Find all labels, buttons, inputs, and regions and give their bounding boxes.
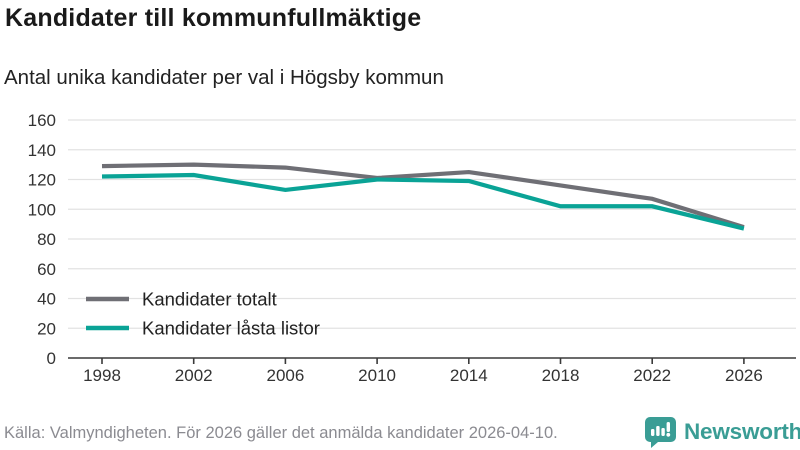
x-tick-label: 2002 xyxy=(175,366,213,385)
x-tick-label: 2018 xyxy=(542,366,580,385)
chart-title: Kandidater till kommunfullmäktige xyxy=(5,4,422,32)
x-tick-label: 2014 xyxy=(450,366,488,385)
y-tick-label: 40 xyxy=(37,290,56,309)
chart-subtitle: Antal unika kandidater per val i Högsby … xyxy=(4,66,444,89)
y-tick-label: 0 xyxy=(47,349,56,368)
y-tick-label: 160 xyxy=(28,111,56,130)
x-tick-label: 2022 xyxy=(633,366,671,385)
y-axis-labels: 0 20 40 60 80 100 120 140 160 xyxy=(28,111,56,368)
series-line-0 xyxy=(101,162,745,230)
legend-label: Kandidater totalt xyxy=(142,289,277,310)
newsworthy-wordmark: Newsworthy xyxy=(684,419,800,444)
source-note: Källa: Valmyndigheten. För 2026 gäller d… xyxy=(4,424,558,442)
y-tick-label: 20 xyxy=(37,319,56,338)
y-tick-label: 60 xyxy=(37,260,56,279)
x-tick-label: 1998 xyxy=(83,366,121,385)
x-tick-label: 2026 xyxy=(725,366,763,385)
y-tick-label: 100 xyxy=(28,200,56,219)
y-tick-label: 80 xyxy=(37,230,56,249)
x-tick-label: 2006 xyxy=(266,366,304,385)
x-tick-label: 2010 xyxy=(358,366,396,385)
series-line-1 xyxy=(101,172,745,231)
legend-label: Kandidater låsta listor xyxy=(142,318,320,339)
newsworthy-logo: Newsworthy xyxy=(644,416,800,448)
legend: Kandidater totalt Kandidater låsta listor xyxy=(86,289,320,339)
x-axis-labels: 1998 2002 2006 2010 2014 2018 2022 2026 xyxy=(83,366,763,385)
newsworthy-bubble-chart-icon xyxy=(645,417,676,448)
y-tick-label: 140 xyxy=(28,141,56,160)
x-axis xyxy=(68,357,796,364)
y-tick-label: 120 xyxy=(28,171,56,190)
